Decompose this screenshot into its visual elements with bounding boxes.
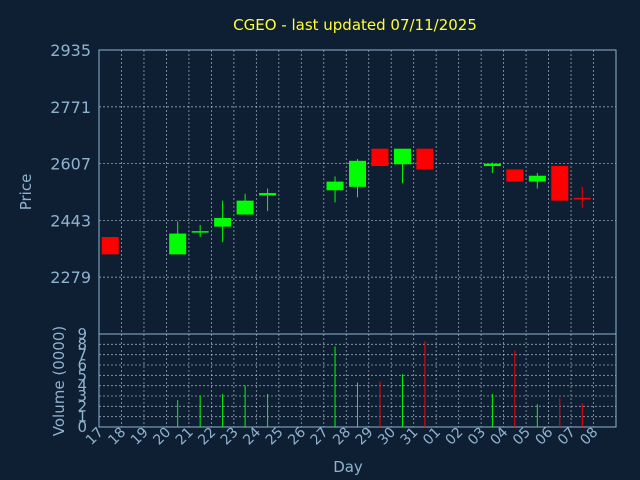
day-tick-label: 02	[443, 425, 467, 449]
candles	[101, 148, 591, 255]
day-tick-label: 23	[218, 425, 242, 449]
price-tick-label: 2443	[50, 211, 91, 230]
candle-body	[416, 148, 434, 170]
volume-axis-label: Volume (0000)	[50, 326, 68, 436]
day-tick-label: 08	[577, 425, 601, 449]
candle-body	[483, 163, 501, 167]
volume-tick-label: 1	[77, 408, 87, 426]
candle-body	[551, 166, 569, 201]
candle-body	[393, 148, 411, 165]
candle-body	[191, 231, 209, 233]
day-tick-label: 04	[488, 424, 512, 448]
price-axis: 2279 2443 2607 2771 2935	[50, 41, 91, 287]
day-tick-label: 07	[555, 425, 579, 449]
candle-body	[326, 181, 344, 191]
day-tick-label: 29	[353, 425, 377, 449]
price-tick-label: 2935	[50, 41, 91, 60]
volume-grid	[99, 334, 616, 427]
day-tick-label: 25	[263, 425, 287, 449]
volume-tick-label: 2	[77, 397, 87, 415]
day-tick-label: 05	[510, 425, 534, 449]
day-tick-label: 18	[105, 425, 129, 449]
candle-body	[214, 217, 232, 227]
candle-body	[169, 233, 187, 255]
candle-body	[349, 160, 366, 187]
day-tick-label: 27	[308, 425, 332, 449]
day-tick-label: 01	[420, 425, 444, 449]
candle-body	[236, 200, 254, 215]
volume-tick-label: 8	[77, 335, 87, 353]
price-tick-label: 2279	[50, 268, 91, 287]
day-tick-label: 26	[285, 424, 309, 448]
day-tick-label: 31	[398, 425, 422, 449]
price-grid	[99, 49, 616, 334]
chart-title: CGEO - last updated 07/11/2025	[233, 16, 477, 34]
day-tick-label: 03	[465, 425, 489, 449]
day-tick-label: 20	[150, 425, 174, 449]
volume-tick-label: 4	[77, 377, 87, 395]
volume-tick-label: 6	[77, 356, 87, 374]
day-tick-label: 06	[532, 424, 556, 448]
volume-tick-label: 9	[77, 325, 87, 343]
candle-body	[101, 237, 119, 255]
volume-tick-label: 5	[77, 366, 87, 384]
volume-tick-label: 7	[77, 346, 87, 364]
day-tick-label: 28	[330, 425, 354, 449]
day-tick-label: 24	[240, 424, 264, 448]
day-axis-label: Day	[333, 458, 363, 476]
candle-body	[259, 193, 277, 196]
candle-body	[371, 148, 389, 167]
price-tick-label: 2607	[50, 155, 91, 174]
candle-body	[528, 175, 546, 182]
volume-tick-label: 3	[77, 387, 87, 405]
day-tick-label: 30	[375, 425, 399, 449]
day-tick-label: 22	[195, 425, 219, 449]
price-axis-label: Price	[17, 174, 35, 211]
day-tick-label: 19	[128, 425, 152, 449]
candle-body	[506, 169, 524, 182]
day-axis: 1718192021222324252627282930310102030405…	[83, 424, 601, 448]
day-tick-label: 21	[173, 425, 197, 449]
volume-tick-label: 0	[77, 418, 87, 436]
price-tick-label: 2771	[50, 98, 91, 117]
candle-body	[573, 197, 591, 200]
volume-bars	[177, 341, 583, 427]
